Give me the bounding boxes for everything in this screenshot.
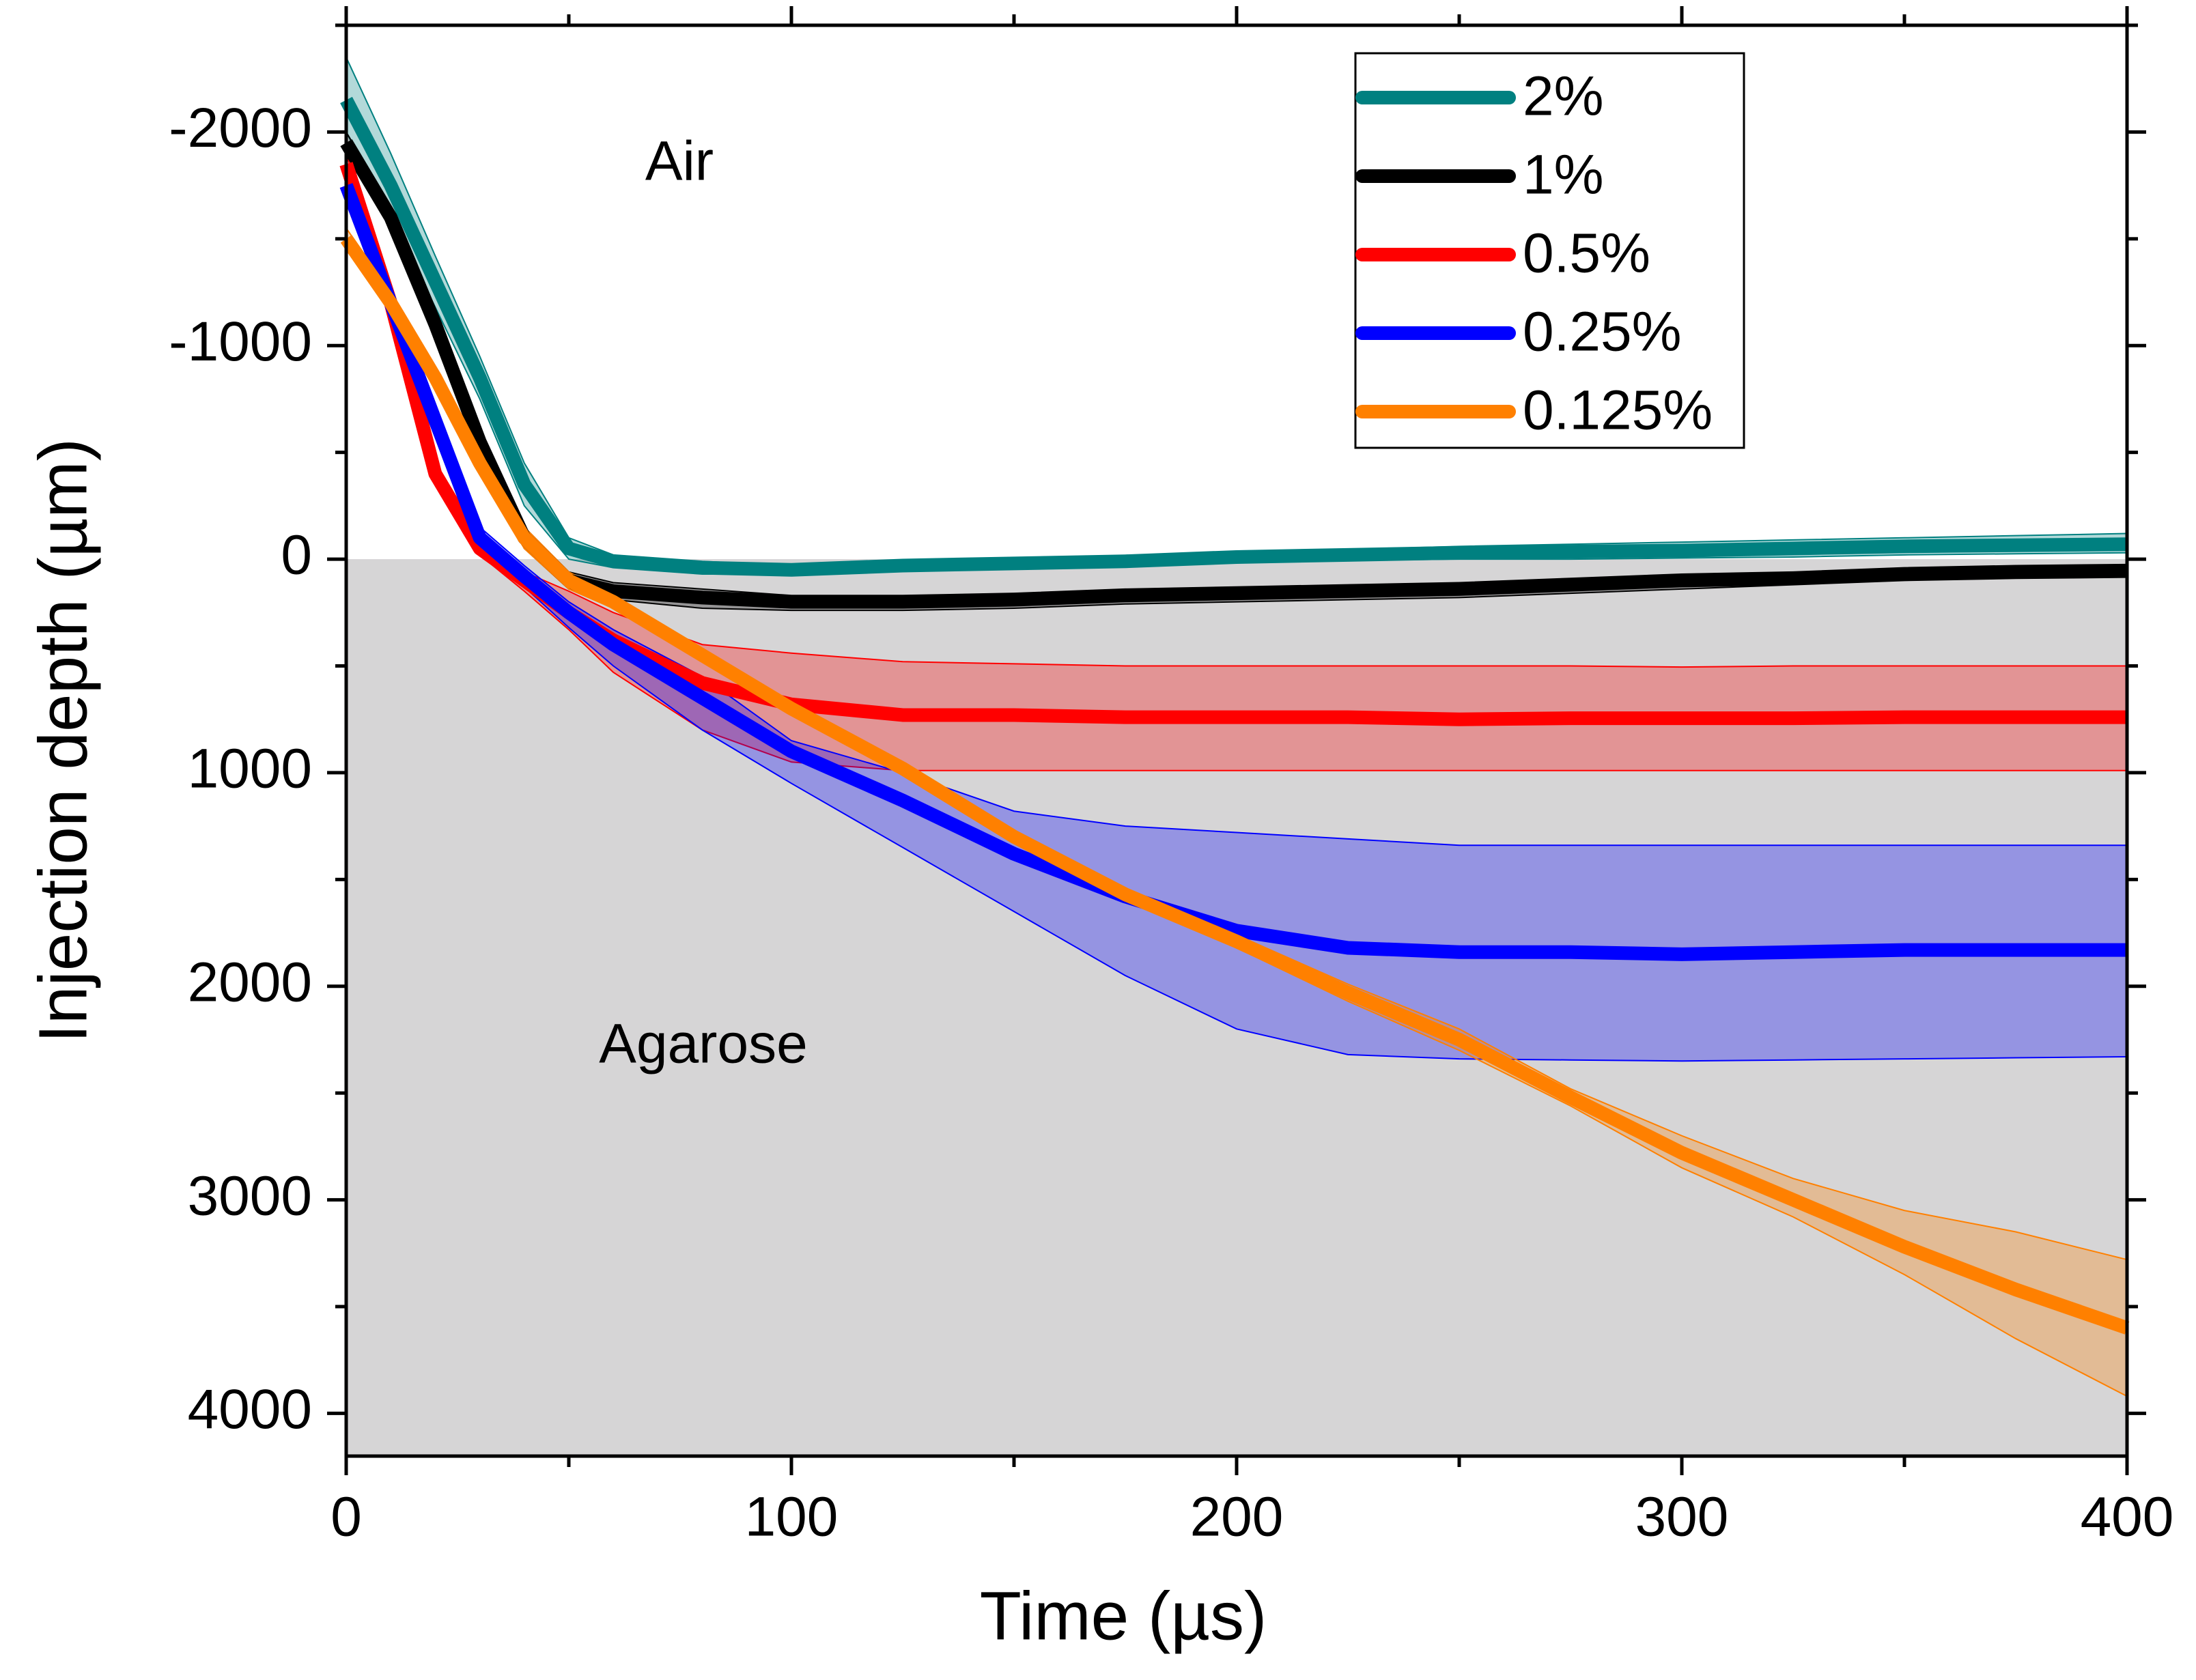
legend-label: 1% — [1523, 144, 1604, 206]
agarose-region — [346, 559, 2127, 1456]
region-label: Agarose — [599, 1013, 807, 1075]
y-tick-label: 1000 — [188, 738, 312, 800]
series-line — [340, 96, 2128, 577]
y-tick-label: 0 — [281, 524, 312, 586]
band — [346, 174, 2127, 1062]
y-tick-label: -2000 — [169, 97, 312, 159]
series-line — [339, 183, 2127, 961]
band-edge — [346, 174, 2127, 846]
y-tick-label: -1000 — [169, 311, 312, 373]
legend-label: 0.125% — [1523, 380, 1713, 442]
x-tick-label: 100 — [745, 1486, 839, 1548]
y-tick-label: 3000 — [188, 1165, 312, 1227]
band — [346, 228, 2127, 1397]
x-tick-label: 400 — [2081, 1486, 2174, 1548]
y-tick-label: 4000 — [188, 1378, 312, 1440]
x-tick-label: 300 — [1635, 1486, 1729, 1548]
band-edge — [346, 57, 2128, 567]
x-tick-label: 0 — [330, 1486, 362, 1548]
x-tick-label: 200 — [1190, 1486, 1284, 1548]
x-axis-title: Time (µs) — [980, 1578, 1267, 1654]
legend-label: 2% — [1523, 66, 1604, 128]
y-tick-label: 2000 — [188, 951, 312, 1013]
band — [346, 57, 2127, 574]
band — [346, 153, 2127, 771]
annotation: Air — [645, 130, 714, 193]
series-line — [340, 139, 2128, 609]
band-edge — [346, 131, 2128, 575]
y-axis-title: Injection depth (µm) — [25, 438, 101, 1043]
band-edge — [346, 131, 2128, 597]
legend-label: 0.5% — [1523, 223, 1650, 285]
series-line — [340, 235, 2130, 1335]
legend-label: 0.25% — [1523, 301, 1682, 363]
